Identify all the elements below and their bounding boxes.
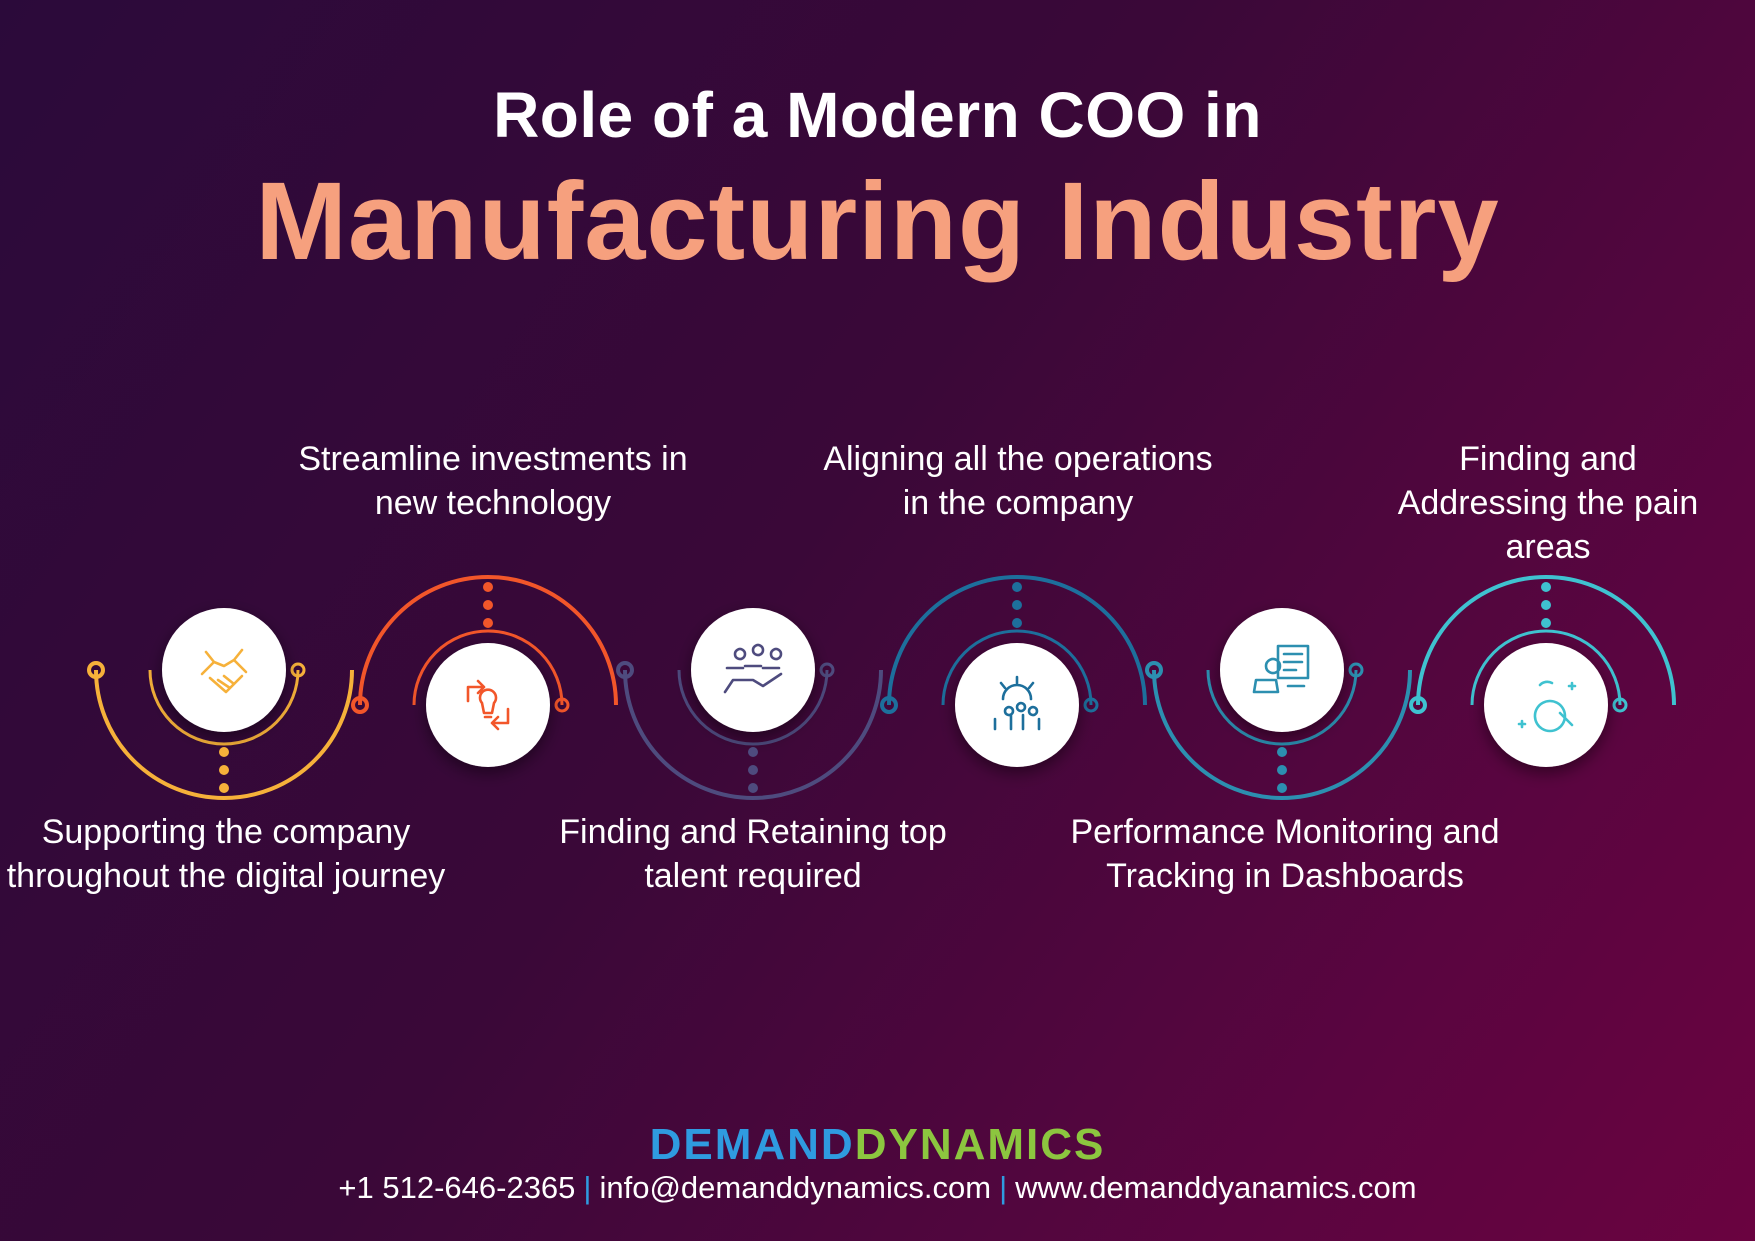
connector-dot [748, 783, 758, 793]
icon-circle [691, 608, 815, 732]
icon-circle [1220, 608, 1344, 732]
connector-dot [1277, 747, 1287, 757]
inner-arc [148, 669, 300, 746]
connector-dot [748, 747, 758, 757]
tech-investment-icon [466, 679, 510, 731]
handshake-icon [200, 648, 248, 694]
magnifier-icon [1517, 680, 1577, 733]
connector-dot [219, 747, 229, 757]
connector-dot [219, 765, 229, 775]
connector-dot [219, 783, 229, 793]
icon-circle [426, 643, 550, 767]
inner-arc [412, 629, 564, 706]
arc-end-dot [1145, 661, 1163, 679]
step-3 [616, 608, 883, 800]
arc-end-dot [554, 697, 570, 713]
talent-hand-icon [723, 643, 783, 694]
step-label-4: Aligning all the operations in the compa… [823, 440, 1213, 522]
connector-dot [1277, 783, 1287, 793]
website-url: www.demanddyanamics.com [1015, 1170, 1417, 1205]
outer-arc [1152, 669, 1412, 800]
separator: | [999, 1170, 1008, 1205]
arc-end-dot [351, 696, 369, 714]
connector-dot [1541, 582, 1551, 592]
logo-part-dynamics: DYNAMICS [854, 1120, 1106, 1169]
step-label-1: Supporting the company throughout the di… [6, 813, 446, 895]
title-line-1: Role of a Modern COO in [493, 79, 1262, 151]
arc-end-dot [1409, 696, 1427, 714]
email-address: info@demanddynamics.com [599, 1170, 992, 1205]
step-2 [351, 575, 618, 767]
connector-dot [1012, 618, 1022, 628]
step-label-3: Finding and Retaining top talent require… [559, 813, 947, 895]
arc-end-dot [1348, 662, 1364, 678]
connector-dot [483, 618, 493, 628]
connector-dot [483, 582, 493, 592]
connector-dot [1012, 582, 1022, 592]
inner-arc [941, 629, 1093, 706]
arc-end-dot [616, 661, 634, 679]
dashboard-monitor-icon [1252, 644, 1310, 694]
phone-number: +1 512-646-2365 [338, 1170, 576, 1205]
contact-line: +1 512-646-2365 | info@demanddynamics.com |… [0, 1170, 1755, 1206]
outer-arc [358, 575, 618, 706]
connector-dot [1277, 765, 1287, 775]
connector-dot [1541, 600, 1551, 610]
title-line-2: Manufacturing Industry [255, 160, 1500, 283]
step-1 [87, 608, 354, 800]
outer-arc [623, 669, 883, 800]
connector-dot [748, 765, 758, 775]
arc-end-dot [290, 662, 306, 678]
arc-end-dot [1612, 697, 1628, 713]
step-label-6: Finding and Addressing the pain areas [1397, 440, 1699, 566]
outer-arc [1416, 575, 1676, 706]
step-label-2: Streamline investments in new technology [298, 440, 688, 522]
outer-arc [94, 669, 354, 800]
inner-arc [1206, 669, 1358, 746]
connector-dot [483, 600, 493, 610]
gear-team-icon [993, 675, 1041, 731]
icon-circle [1484, 643, 1608, 767]
step-4 [880, 575, 1147, 767]
inner-arc [677, 669, 829, 746]
company-logo: DEMANDDYNAMICS [0, 1120, 1755, 1170]
connector-dot [1541, 618, 1551, 628]
step-5 [1145, 608, 1412, 800]
arc-end-dot [87, 661, 105, 679]
step-label-5: Performance Monitoring and Tracking in D… [1070, 813, 1500, 895]
arc-end-dot [819, 662, 835, 678]
inner-arc [1470, 629, 1622, 706]
step-6 [1409, 575, 1676, 767]
outer-arc [887, 575, 1147, 706]
logo-part-demand: DEMAND [649, 1120, 855, 1169]
arc-end-dot [880, 696, 898, 714]
connector-dot [1012, 600, 1022, 610]
separator: | [583, 1170, 592, 1205]
icon-circle [162, 608, 286, 732]
arc-end-dot [1083, 697, 1099, 713]
